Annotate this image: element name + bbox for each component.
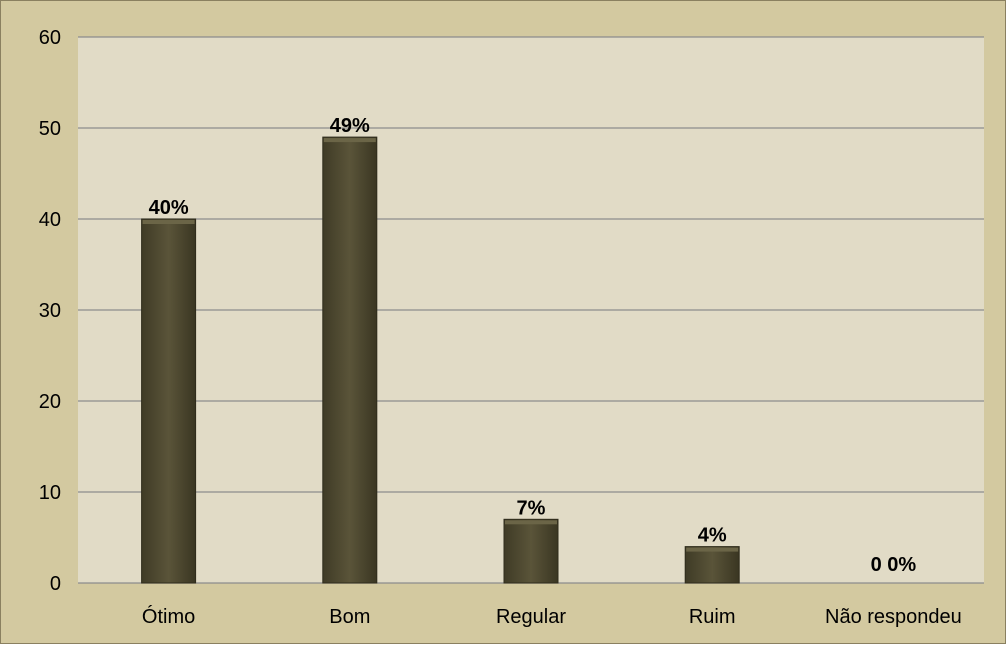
bar [684, 546, 740, 584]
x-tick-label: Ótimo [142, 605, 195, 628]
x-tick-label: Ruim [689, 606, 736, 628]
y-tick-label: 20 [39, 391, 61, 413]
x-tick-label: Regular [496, 606, 566, 628]
bars [141, 136, 740, 584]
bar-highlight [686, 547, 739, 552]
y-tick-label: 0 [50, 573, 61, 595]
bar-highlight [505, 520, 557, 525]
bar [322, 136, 378, 584]
x-tick-label: Não respondeu [825, 606, 962, 628]
y-tick-label: 50 [39, 118, 61, 140]
data-label: 4% [698, 525, 727, 547]
gridlines [78, 36, 984, 584]
bar [503, 518, 559, 584]
x-axis-ticks: Ótimo Bom Regular Ruim Não respondeu [142, 605, 962, 628]
x-tick-label: Bom [329, 606, 370, 628]
y-tick-label: 10 [39, 482, 61, 504]
y-tick-label: 40 [39, 209, 61, 231]
data-label: 40% [149, 197, 189, 219]
data-label: 49% [330, 115, 370, 137]
y-axis-ticks: 0 10 20 30 40 50 60 [39, 27, 61, 595]
data-labels: 40% 49% 7% 4% 0 0% [149, 115, 917, 576]
bar-highlight [323, 138, 376, 143]
data-label: 0 0% [871, 554, 917, 576]
bar-highlight [142, 220, 195, 224]
data-label: 7% [517, 497, 546, 519]
y-tick-label: 60 [39, 27, 61, 49]
y-tick-label: 30 [39, 300, 61, 322]
bar [141, 218, 197, 584]
